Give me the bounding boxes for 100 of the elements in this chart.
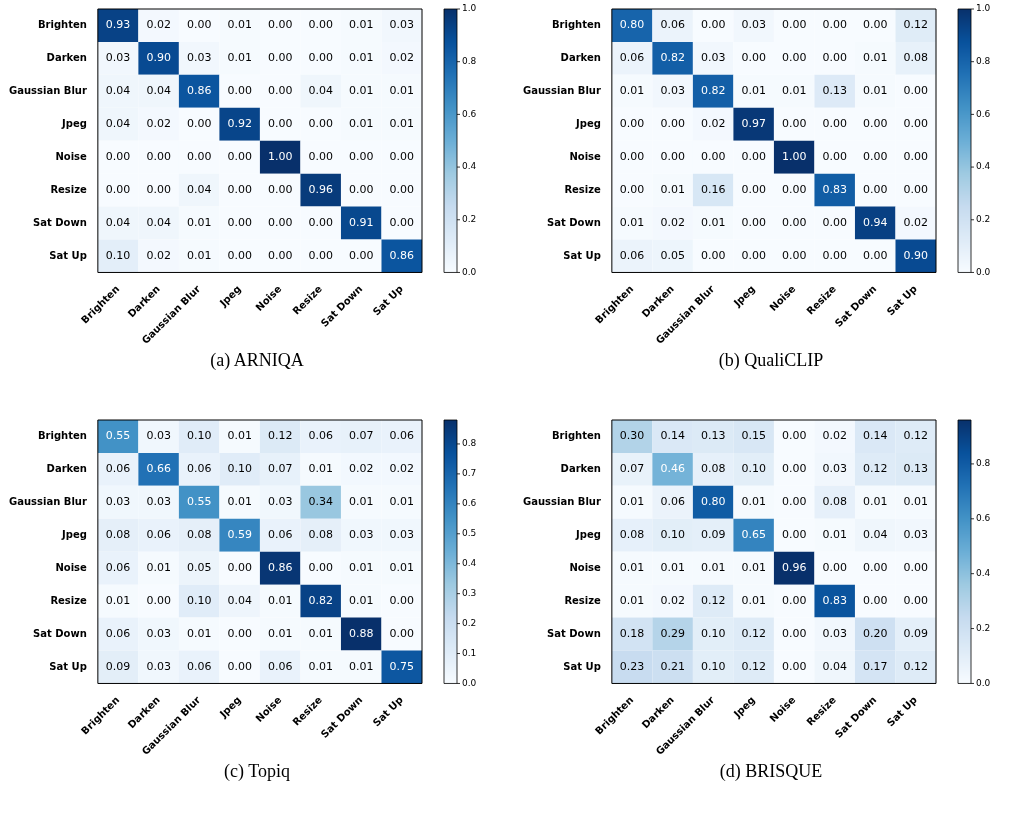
- y-tick-label: Sat Down: [547, 216, 601, 228]
- data-label: 0.03: [660, 84, 685, 98]
- color-bar-label: 0.6: [976, 108, 991, 119]
- y-tick-label: Sat Up: [563, 660, 601, 672]
- data-label: 0.01: [389, 84, 414, 98]
- data-label: 0.00: [781, 495, 807, 509]
- data-label: 0.12: [903, 18, 928, 32]
- data-label: 0.29: [660, 626, 685, 640]
- data-label: 0.94: [862, 215, 888, 229]
- data-label: 0.02: [822, 429, 847, 443]
- data-label: 0.01: [105, 593, 131, 607]
- data-label: 0.00: [105, 182, 131, 196]
- data-label: 0.00: [660, 150, 685, 164]
- data-label: 0.06: [619, 248, 645, 262]
- data-label: 0.02: [389, 51, 414, 65]
- data-label: 0.01: [186, 215, 212, 229]
- color-bar-label: 0.2: [462, 617, 477, 628]
- data-label: 0.10: [700, 626, 726, 640]
- data-label: 0.00: [822, 215, 847, 229]
- data-label: 0.46: [660, 462, 685, 476]
- data-label: 0.02: [146, 248, 171, 262]
- data-label: 0.01: [348, 117, 374, 131]
- data-label: 0.01: [227, 495, 252, 509]
- data-label: 0.00: [186, 150, 212, 164]
- data-label: 0.00: [146, 182, 171, 196]
- y-tick-label: Resize: [564, 594, 602, 606]
- data-label: 0.03: [186, 51, 212, 65]
- y-tick-label: Jpeg: [575, 117, 601, 129]
- data-label: 0.13: [700, 429, 726, 443]
- data-label: 0.04: [862, 528, 888, 542]
- data-label: 0.06: [389, 429, 414, 443]
- data-label: 0.05: [186, 561, 212, 575]
- data-label: 0.21: [660, 659, 685, 673]
- color-bar-label: 0.8: [462, 438, 477, 449]
- data-label: 0.01: [348, 593, 374, 607]
- data-label: 0.01: [781, 84, 807, 98]
- color-bar-label: 0.1: [462, 647, 477, 658]
- data-label: 0.23: [619, 659, 645, 673]
- data-label: 0.00: [308, 561, 333, 575]
- data-label: 0.96: [308, 182, 333, 196]
- data-label: 0.01: [348, 659, 374, 673]
- data-label: 0.06: [619, 51, 645, 65]
- data-label: 0.00: [862, 593, 888, 607]
- x-tick-label: Sat Up: [884, 694, 919, 729]
- data-label: 0.03: [348, 528, 374, 542]
- color-bar-label: 1.0: [462, 3, 477, 14]
- data-label: 0.06: [308, 429, 333, 443]
- color-bar-label: 0.2: [976, 622, 991, 633]
- data-label: 0.07: [267, 462, 293, 476]
- data-label: 0.13: [903, 462, 928, 476]
- data-label: 0.04: [105, 84, 131, 98]
- data-label: 0.00: [619, 182, 645, 196]
- data-label: 0.00: [862, 18, 888, 32]
- y-tick-label: Jpeg: [61, 117, 87, 129]
- data-label: 0.03: [389, 18, 414, 32]
- data-label: 0.00: [389, 150, 414, 164]
- data-label: 0.90: [903, 248, 928, 262]
- data-label: 0.96: [781, 561, 807, 575]
- data-label: 0.66: [146, 462, 171, 476]
- data-label: 0.30: [619, 429, 645, 443]
- data-label: 0.83: [822, 182, 847, 196]
- data-label: 0.04: [227, 593, 252, 607]
- color-bar-label: 0.2: [462, 214, 477, 225]
- y-tick-label: Gaussian Blur: [9, 495, 87, 507]
- data-label: 0.00: [267, 248, 293, 262]
- color-bar-label: 0.4: [976, 568, 991, 579]
- color-bar-label: 0.6: [976, 513, 991, 524]
- data-label: 0.12: [741, 659, 766, 673]
- data-label: 0.13: [822, 84, 847, 98]
- x-tick-label: Sat Up: [370, 283, 405, 318]
- y-tick-label: Resize: [50, 183, 88, 195]
- data-label: 0.17: [862, 659, 888, 673]
- data-label: 0.00: [741, 248, 766, 262]
- data-label: 0.55: [105, 429, 131, 443]
- data-label: 1.00: [781, 150, 807, 164]
- data-label: 0.00: [903, 117, 928, 131]
- data-label: 0.00: [227, 150, 252, 164]
- data-label: 0.00: [822, 150, 847, 164]
- data-label: 0.00: [781, 117, 807, 131]
- data-label: 0.03: [389, 528, 414, 542]
- data-label: 0.01: [308, 462, 333, 476]
- data-label: 0.12: [700, 593, 726, 607]
- color-bar-label: 0.0: [462, 266, 477, 277]
- y-tick-label: Noise: [569, 150, 602, 162]
- data-label: 0.04: [146, 84, 171, 98]
- color-bar-label: 0.0: [976, 266, 991, 277]
- color-bar-label: 0.2: [976, 214, 991, 225]
- data-label: 0.00: [389, 593, 414, 607]
- data-label: 0.06: [267, 528, 293, 542]
- data-label: 0.04: [105, 215, 131, 229]
- data-label: 0.08: [619, 528, 645, 542]
- data-label: 0.02: [146, 117, 171, 131]
- data-label: 0.02: [146, 18, 171, 32]
- data-label: 0.01: [619, 84, 645, 98]
- y-tick-label: Jpeg: [61, 528, 87, 540]
- data-label: 0.03: [105, 495, 131, 509]
- text: (d) BRISQUE: [718, 761, 824, 782]
- data-label: 0.00: [741, 51, 766, 65]
- color-bar-label: 1.0: [976, 3, 991, 14]
- data-label: 0.10: [660, 528, 685, 542]
